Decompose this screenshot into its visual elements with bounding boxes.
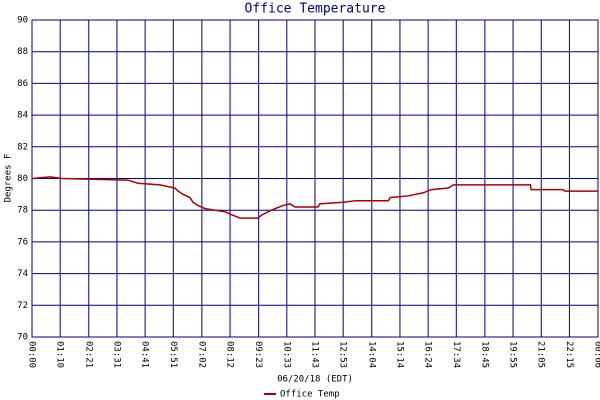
- y-tick-label: 82: [17, 142, 28, 152]
- x-tick-label: 15:14: [394, 341, 404, 368]
- x-tick-label: 05:51: [168, 341, 178, 368]
- y-tick-label: 84: [17, 111, 28, 121]
- x-tick-label: 00:06: [593, 341, 600, 368]
- x-tick-label: 01:10: [55, 341, 65, 368]
- x-tick-label: 10:33: [281, 341, 291, 368]
- y-tick-label: 74: [17, 269, 28, 279]
- y-tick-label: 78: [17, 206, 28, 216]
- x-tick-label: 17:34: [451, 341, 461, 368]
- x-tick-label: 18:45: [479, 341, 489, 368]
- x-tick-label: 21:05: [536, 341, 546, 368]
- y-tick-label: 70: [17, 333, 28, 343]
- y-axis-label: Degrees F: [4, 154, 14, 203]
- x-tick-label: 16:24: [423, 341, 433, 368]
- x-tick-label: 11:43: [310, 341, 320, 368]
- x-tick-label: 00:00: [27, 341, 37, 368]
- legend-label: Office Temp: [280, 390, 340, 400]
- x-tick-label: 22:15: [564, 341, 574, 368]
- y-tick-label: 80: [17, 174, 28, 184]
- chart-title: Office Temperature: [245, 2, 386, 17]
- y-tick-label: 72: [17, 301, 28, 311]
- x-tick-label: 07:02: [196, 341, 206, 368]
- x-tick-label: 02:21: [83, 341, 93, 368]
- x-axis-label: 06/20/18 (EDT): [277, 375, 353, 385]
- x-tick-label: 19:55: [508, 341, 518, 368]
- y-tick-label: 90: [17, 16, 28, 26]
- y-tick-label: 76: [17, 237, 28, 247]
- x-tick-label: 03:31: [111, 341, 121, 368]
- x-tick-label: 04:41: [140, 341, 150, 368]
- x-tick-label: 14:04: [366, 341, 376, 368]
- x-tick-label: 12:53: [338, 341, 348, 368]
- y-tick-label: 86: [17, 79, 28, 89]
- x-tick-label: 09:23: [253, 341, 263, 368]
- x-tick-label: 08:12: [225, 341, 235, 368]
- y-tick-label: 88: [17, 47, 28, 57]
- data-line: [31, 176, 598, 219]
